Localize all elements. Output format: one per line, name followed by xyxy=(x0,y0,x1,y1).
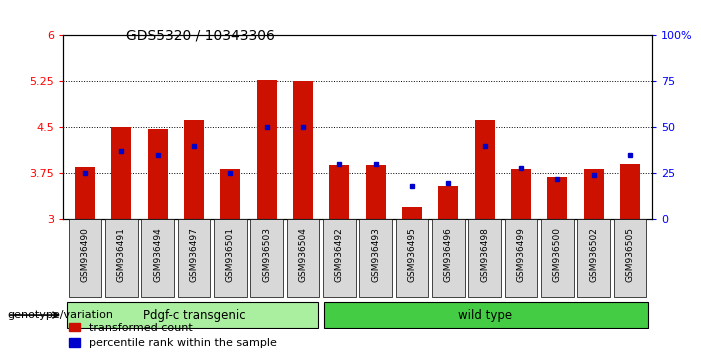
Text: GSM936501: GSM936501 xyxy=(226,227,235,282)
FancyBboxPatch shape xyxy=(505,219,538,297)
Text: GSM936496: GSM936496 xyxy=(444,227,453,282)
Bar xyxy=(111,127,131,219)
Text: GSM936491: GSM936491 xyxy=(117,227,125,282)
Bar xyxy=(511,169,531,219)
Text: Pdgf-c transgenic: Pdgf-c transgenic xyxy=(142,309,245,321)
FancyBboxPatch shape xyxy=(141,219,174,297)
Bar xyxy=(366,165,386,219)
Legend: transformed count, percentile rank within the sample: transformed count, percentile rank withi… xyxy=(69,322,276,348)
Text: GSM936498: GSM936498 xyxy=(480,227,489,282)
FancyBboxPatch shape xyxy=(432,219,465,297)
FancyBboxPatch shape xyxy=(214,219,247,297)
Bar xyxy=(257,80,277,219)
Bar xyxy=(220,169,240,219)
Text: GSM936492: GSM936492 xyxy=(335,227,343,282)
Bar xyxy=(620,164,640,219)
Text: GSM936505: GSM936505 xyxy=(625,227,634,282)
Bar xyxy=(148,129,168,219)
FancyBboxPatch shape xyxy=(468,219,501,297)
Bar xyxy=(547,177,567,219)
FancyBboxPatch shape xyxy=(287,219,320,297)
Text: GSM936504: GSM936504 xyxy=(299,227,308,282)
Bar xyxy=(329,165,349,219)
Bar xyxy=(75,167,95,219)
FancyBboxPatch shape xyxy=(541,219,574,297)
FancyBboxPatch shape xyxy=(324,302,648,328)
FancyBboxPatch shape xyxy=(323,219,355,297)
Text: GSM936493: GSM936493 xyxy=(372,227,380,282)
Bar xyxy=(402,207,422,219)
Bar xyxy=(293,81,313,219)
Bar xyxy=(584,169,604,219)
Text: GDS5320 / 10343306: GDS5320 / 10343306 xyxy=(126,28,275,42)
Bar xyxy=(184,120,204,219)
FancyBboxPatch shape xyxy=(105,219,137,297)
FancyBboxPatch shape xyxy=(69,219,101,297)
Text: genotype/variation: genotype/variation xyxy=(7,310,113,320)
FancyBboxPatch shape xyxy=(395,219,428,297)
FancyBboxPatch shape xyxy=(360,219,392,297)
FancyBboxPatch shape xyxy=(177,219,210,297)
FancyBboxPatch shape xyxy=(67,302,318,328)
Text: GSM936497: GSM936497 xyxy=(189,227,198,282)
Text: GSM936499: GSM936499 xyxy=(517,227,526,282)
Text: GSM936503: GSM936503 xyxy=(262,227,271,282)
Text: wild type: wild type xyxy=(458,309,512,321)
Text: GSM936494: GSM936494 xyxy=(153,227,162,282)
FancyBboxPatch shape xyxy=(614,219,646,297)
Text: GSM936495: GSM936495 xyxy=(407,227,416,282)
FancyBboxPatch shape xyxy=(250,219,283,297)
FancyBboxPatch shape xyxy=(578,219,610,297)
Bar xyxy=(438,186,458,219)
Text: GSM936500: GSM936500 xyxy=(553,227,562,282)
Bar xyxy=(475,120,495,219)
Text: GSM936502: GSM936502 xyxy=(590,227,598,282)
Text: GSM936490: GSM936490 xyxy=(81,227,90,282)
